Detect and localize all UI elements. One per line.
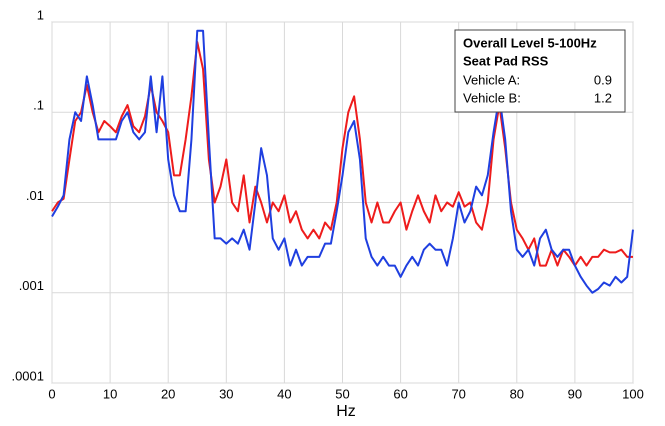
x-tick-label: 10 bbox=[103, 386, 117, 401]
x-tick-label: 50 bbox=[335, 386, 349, 401]
series-line bbox=[51, 29, 634, 294]
x-tick-label: 30 bbox=[219, 386, 233, 401]
legend-title: Overall Level 5-100Hz bbox=[463, 35, 597, 50]
x-tick-label: 100 bbox=[622, 386, 644, 401]
x-tick-label: 60 bbox=[393, 386, 407, 401]
x-tick-label: 70 bbox=[451, 386, 465, 401]
y-tick-label: .0001 bbox=[11, 368, 44, 383]
y-tick-label: 1 bbox=[37, 7, 44, 22]
y-tick-label: .1 bbox=[33, 98, 44, 113]
legend-label: Vehicle B: bbox=[463, 90, 521, 105]
x-tick-label: 80 bbox=[510, 386, 524, 401]
y-tick-label: .01 bbox=[26, 188, 44, 203]
y-tick-label: .001 bbox=[19, 278, 44, 293]
legend-label: Vehicle A: bbox=[463, 72, 520, 87]
legend-value: 1.2 bbox=[594, 90, 612, 105]
legend-box bbox=[454, 29, 626, 113]
x-tick-label: 90 bbox=[568, 386, 582, 401]
legend-value: 0.9 bbox=[594, 72, 612, 87]
legend: Overall Level 5-100Hz Seat Pad RSS Vehic… bbox=[454, 29, 626, 113]
x-tick-label: 20 bbox=[161, 386, 175, 401]
x-tick-label: 40 bbox=[277, 386, 291, 401]
x-tick-label: 0 bbox=[48, 386, 55, 401]
x-axis-label: Hz bbox=[336, 403, 356, 420]
legend-subtitle: Seat Pad RSS bbox=[463, 53, 549, 68]
